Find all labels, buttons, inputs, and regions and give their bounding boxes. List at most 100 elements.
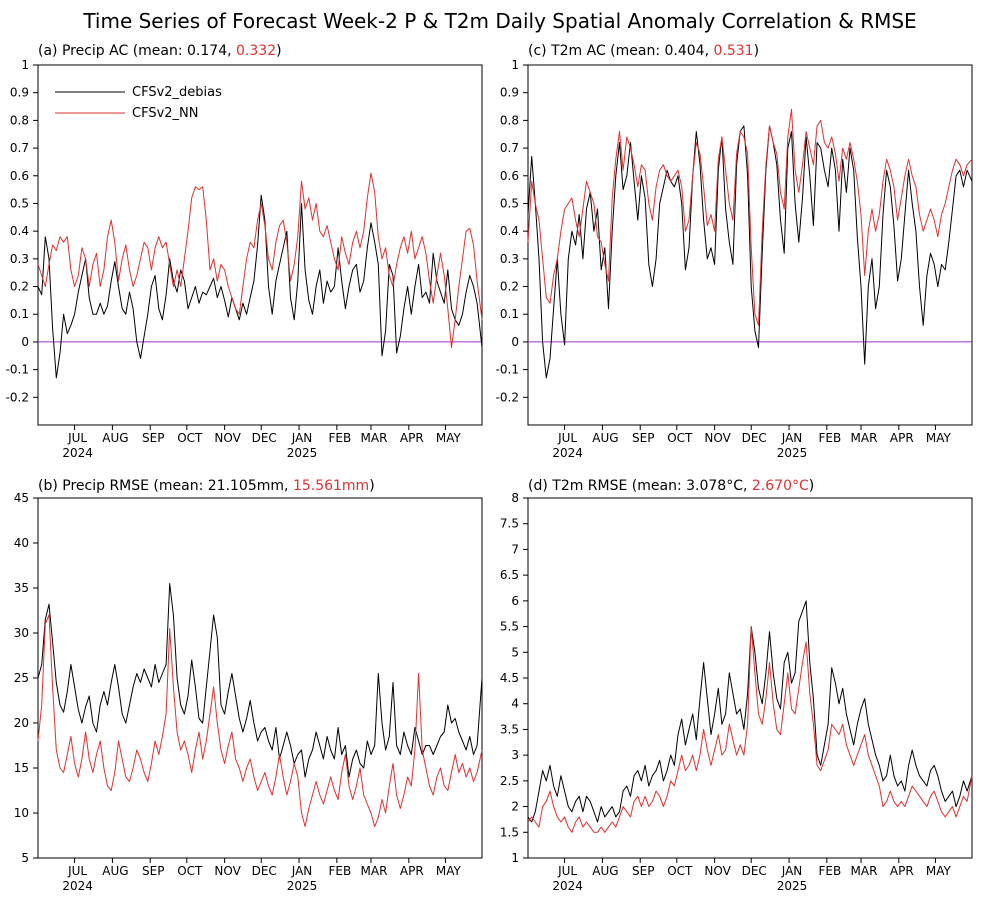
panel-title: (c) T2m AC (mean: 0.404, 0.531) [528,43,759,59]
y-tick-label: 15 [14,761,29,775]
x-tick-label: OCT [177,864,203,878]
x-tick-label: JUL [67,864,87,878]
y-tick-label: 1 [21,58,29,72]
y-tick-label: 0.3 [10,252,29,266]
y-tick-label: -0.2 [496,390,519,404]
year-label: 2024 [62,879,93,893]
x-tick-label: APR [890,431,914,445]
y-tick-label: 0.7 [10,141,29,155]
y-tick-label: 20 [14,716,29,730]
y-tick-label: -0.1 [6,363,29,377]
x-tick-label: MAY [926,431,952,445]
x-tick-label: NOV [214,431,241,445]
y-tick-label: 0.6 [10,169,29,183]
x-tick-label: SEP [632,864,654,878]
x-tick-label: APR [400,431,424,445]
y-tick-label: 40 [14,536,29,550]
panel-title-prefix: (a) Precip AC (mean: 0.174, [38,43,236,59]
y-tick-label: 0.4 [10,224,29,238]
x-tick-label: MAY [436,431,462,445]
year-label: 2024 [62,446,93,460]
y-tick-label: 1.5 [500,825,519,839]
x-tick-label: MAR [361,864,388,878]
y-tick-label: 4.5 [500,671,519,685]
y-tick-label: 30 [14,626,29,640]
x-tick-label: AUG [592,431,618,445]
plot-frame [37,497,483,859]
y-tick-label: 45 [14,491,29,505]
x-tick-label: OCT [667,431,693,445]
series-line-nn [37,172,483,348]
x-tick-label: AUG [102,431,128,445]
x-tick-label: OCT [177,431,203,445]
y-tick-label: 0.8 [10,113,29,127]
x-tick-label: DEC [252,431,277,445]
y-tick-label: 4 [511,697,519,711]
y-tick-label: 0.1 [500,307,519,321]
y-tick-label: 25 [14,671,29,685]
x-tick-label: FEB [818,431,841,445]
x-tick-label: MAR [851,431,878,445]
series-line-nn [527,108,973,326]
y-tick-label: 5 [511,645,519,659]
panel-t2m-rmse: (d) T2m RMSE (mean: 3.078°C, 2.670°C) 8 7… [500,478,973,893]
year-label: 2025 [777,446,808,460]
x-tick-label: NOV [704,864,731,878]
x-tick-label: DEC [742,864,767,878]
y-tick-label: 2.5 [500,774,519,788]
panel-title-highlight: 0.531 [714,43,754,59]
year-label: 2025 [287,879,318,893]
figure-title: Time Series of Forecast Week-2 P & T2m D… [82,9,916,33]
x-tick-label: OCT [667,864,693,878]
panel-title-prefix: (b) Precip RMSE (mean: 21.105mm, [38,478,293,494]
series-line-nn [527,626,973,833]
y-tick-label: 0.5 [500,196,519,210]
panel-title-prefix: (d) T2m RMSE (mean: 3.078°C, [528,478,752,494]
y-tick-label: 0 [21,335,29,349]
plot-frame [527,64,973,426]
panel-title: (b) Precip RMSE (mean: 21.105mm, 15.561m… [38,478,375,494]
panel-title-suffix: ) [809,478,814,494]
y-tick-label: 10 [14,806,29,820]
series-line-debias [37,194,483,379]
x-tick-label: JAN [781,431,803,445]
x-tick-label: SEP [142,864,164,878]
panel-title-highlight: 15.561mm [293,478,369,494]
y-tick-label: 7.5 [500,517,519,531]
x-tick-label: FEB [818,864,841,878]
legend: CFSv2_debias CFSv2_NN [55,85,222,121]
x-tick-label: MAR [851,864,878,878]
panel-title-suffix: ) [276,43,281,59]
panel-title-suffix: ) [369,478,374,494]
x-tick-label: FEB [328,431,351,445]
y-tick-label: 0.5 [10,196,29,210]
x-tick-label: FEB [328,864,351,878]
plot-frame [37,64,483,426]
x-tick-label: DEC [252,864,277,878]
panel-title-highlight: 2.670°C [752,478,809,494]
series-line-nn [37,614,483,827]
x-tick-label: JAN [781,864,803,878]
y-tick-label: 1 [511,58,519,72]
x-tick-label: JAN [291,431,313,445]
x-tick-label: MAY [926,864,952,878]
y-tick-label: 2 [511,800,519,814]
y-tick-label: 0.6 [500,169,519,183]
y-tick-label: 3 [511,748,519,762]
legend-label-nn: CFSv2_NN [132,106,199,121]
y-tick-label: 0.7 [500,141,519,155]
y-tick-label: 6.5 [500,568,519,582]
x-tick-label: AUG [592,864,618,878]
y-tick-label: 35 [14,581,29,595]
panel-title: (d) T2m RMSE (mean: 3.078°C, 2.670°C) [528,478,814,494]
y-tick-label: 0.9 [500,86,519,100]
y-tick-label: 8 [511,491,519,505]
y-tick-label: 7 [511,542,519,556]
x-tick-label: MAR [361,431,388,445]
legend-label-debias: CFSv2_debias [132,85,222,100]
y-tick-label: 5 [21,851,29,865]
panel-title-prefix: (c) T2m AC (mean: 0.404, [528,43,714,59]
y-tick-label: 3.5 [500,722,519,736]
